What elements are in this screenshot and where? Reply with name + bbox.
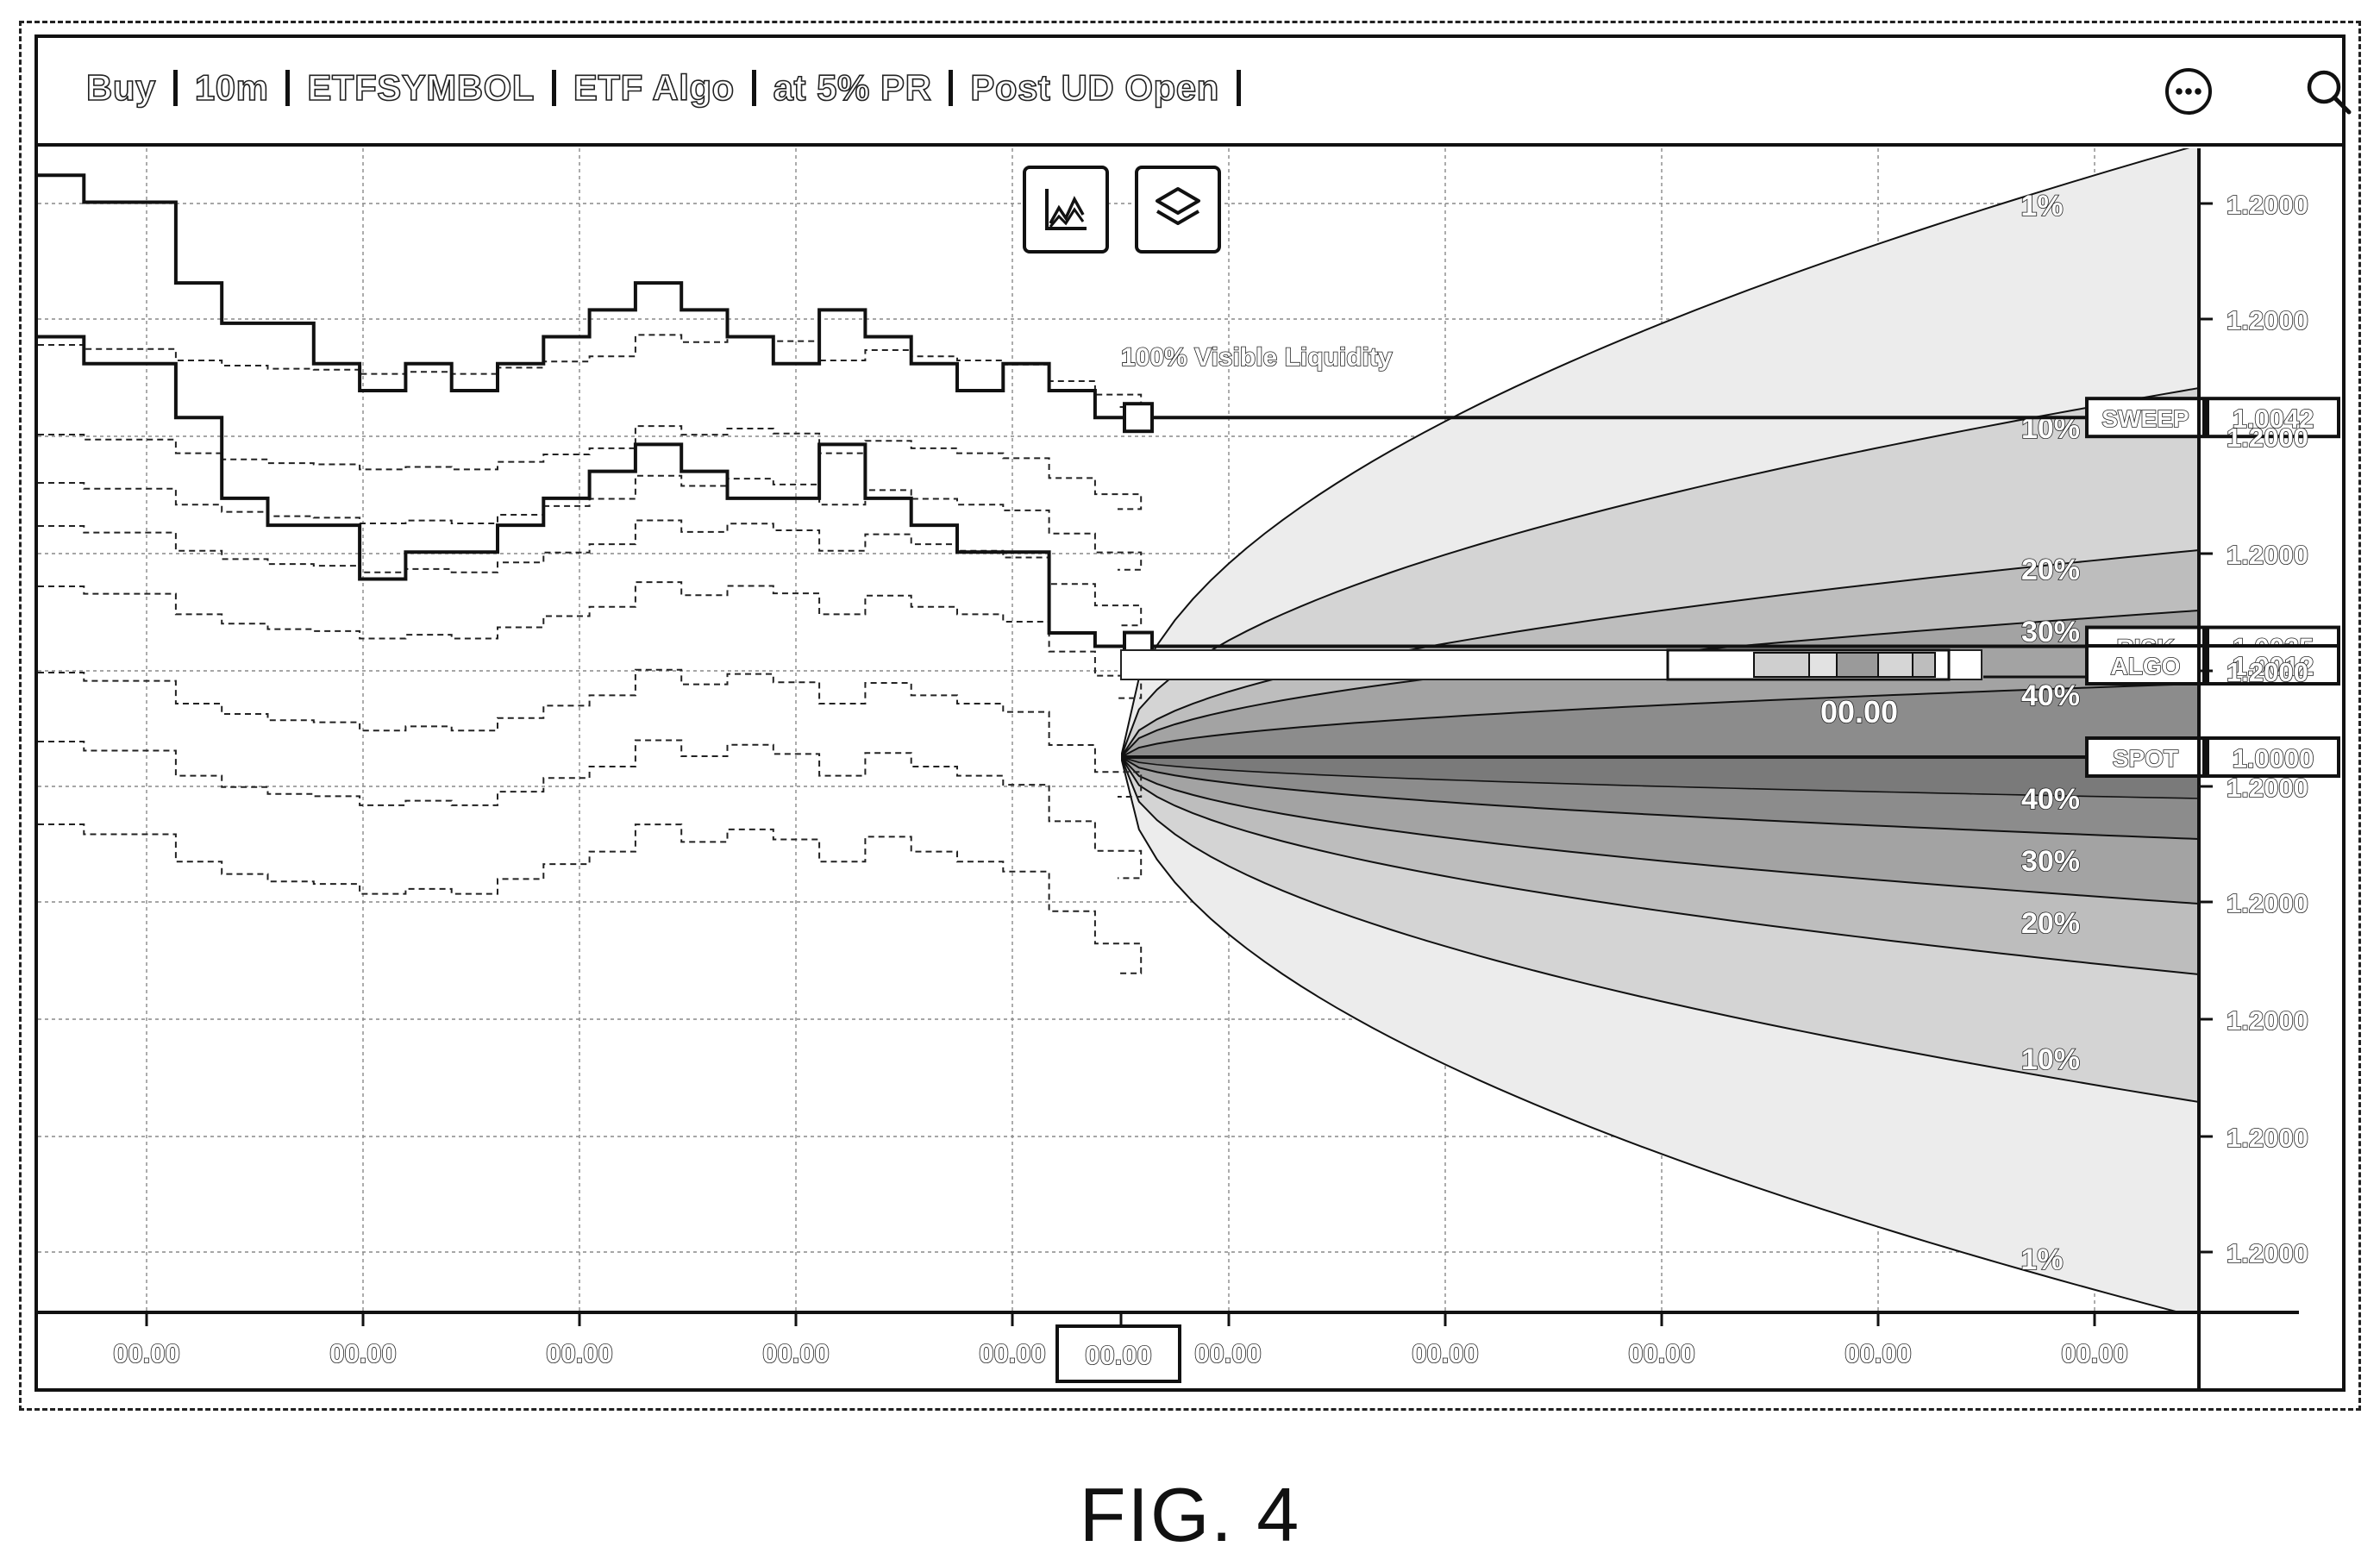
- marker-tag: SPOT: [2113, 745, 2178, 772]
- scenario-path: [38, 334, 1143, 408]
- x-tick-label: 00.00: [329, 1338, 397, 1368]
- layers-icon: [1156, 187, 1200, 225]
- algo-fill-segment: [1912, 652, 1936, 678]
- x-tick-label: 00.00: [762, 1338, 830, 1368]
- scenario-path: [38, 739, 1143, 880]
- more-icon: [2165, 68, 2212, 115]
- scenario-path: [38, 668, 1143, 798]
- y-tick-label: 1.2000: [2227, 540, 2308, 570]
- y-tick-label: 1.2000: [2227, 773, 2308, 803]
- marker-square: [1123, 402, 1154, 434]
- visible-liquidity-annotation: 100% Visible Liquidity: [1121, 343, 1393, 372]
- y-tick-label: 1.2000: [2227, 305, 2308, 335]
- x-tick-label: 00.00: [546, 1338, 613, 1368]
- x-tick-label: 00.00: [1845, 1338, 1912, 1368]
- marker-value: 1.0000: [2233, 743, 2314, 773]
- x-tick-label: 00.00: [979, 1338, 1046, 1368]
- algo-fill-segment: [1753, 652, 1810, 678]
- risk-price-series: [38, 335, 1142, 648]
- axes: 1.2000 1.2000 1.2000 1.2000 1.2000 1.2000 1.20…: [38, 148, 2309, 1392]
- algo-fill-segment: [1877, 652, 1913, 678]
- symbol-selector[interactable]: ETFSYMBOL: [307, 66, 536, 109]
- x-tick-label: 00.00: [1628, 1338, 1695, 1368]
- participation-selector[interactable]: at 5% PR: [773, 66, 932, 109]
- cone-upper-label: 1%: [2020, 190, 2063, 222]
- scenario-path: [38, 425, 1143, 510]
- sweep-price-series: [38, 173, 1142, 420]
- marker-tag: ALGO: [2111, 653, 2181, 679]
- y-tick-label: 1.2000: [2227, 1238, 2308, 1268]
- figure-border: [19, 21, 2361, 1411]
- price-markers: 100% Visible LiquiditySWEEP1.0042RISK1.0…: [1120, 342, 2340, 778]
- scenario-path: [38, 581, 1143, 699]
- marker-tag: SWEEP: [2101, 405, 2189, 432]
- y-tick-label: 1.2000: [2227, 1005, 2308, 1036]
- scenario-paths: [38, 334, 1143, 974]
- marker-value-box: [2206, 736, 2340, 778]
- liquidity-cone: 1%10%20%30%40%40%30%20%10%1%: [1121, 148, 2199, 1311]
- line-chart-icon: [1045, 189, 1087, 230]
- toolbar-divider: [1236, 70, 1241, 106]
- cone-upper-label: 40%: [2021, 679, 2080, 712]
- duration-selector[interactable]: 10m: [194, 66, 269, 109]
- current-time-box: [1055, 1324, 1181, 1383]
- toolbar-divider: [551, 70, 556, 106]
- order-toolbar: Buy 10m ETFSYMBOL ETF Algo at 5% PR Post…: [38, 38, 2352, 147]
- y-tick-label: 1.2000: [2227, 657, 2308, 687]
- marker-tag-box: [2085, 644, 2206, 686]
- start-time-selector[interactable]: Post UD Open: [970, 66, 1219, 109]
- toolbar-divider: [949, 70, 954, 106]
- x-tick-label: 00.00: [1412, 1338, 1479, 1368]
- toolbar-divider: [172, 70, 178, 106]
- layers-button[interactable]: [1135, 166, 1221, 254]
- more-options-button[interactable]: [2159, 62, 2218, 121]
- algo-fill-segment: [1808, 652, 1838, 678]
- toolbar-divider: [751, 70, 756, 106]
- toolbar-divider: [285, 70, 291, 106]
- y-tick-label: 1.2000: [2227, 888, 2308, 918]
- side-selector[interactable]: Buy: [85, 66, 156, 109]
- x-tick-label: 00.00: [1194, 1338, 1262, 1368]
- cone-lower-label: 1%: [2020, 1243, 2063, 1276]
- marker-tag-box: [2085, 736, 2206, 778]
- cone-lower-label: 20%: [2021, 907, 2080, 940]
- scenario-path: [38, 519, 1143, 627]
- marker-value: 1.0042: [2233, 404, 2314, 434]
- y-tick-label: 1.2000: [2227, 423, 2308, 453]
- search-icon: [2307, 70, 2352, 115]
- scenario-path: [38, 823, 1143, 974]
- algo-fill-segment: [1836, 652, 1879, 678]
- order-summary: Buy 10m ETFSYMBOL ETF Algo at 5% PR Post…: [83, 66, 1255, 109]
- x-tick-label: 00.00: [113, 1338, 180, 1368]
- marker-value-box: [2206, 644, 2340, 686]
- y-tick-label: 1.2000: [2227, 1123, 2308, 1153]
- figure-caption: FIG. 4: [1079, 1472, 1301, 1557]
- marker-value: 1.0012: [2233, 651, 2314, 681]
- x-tick-label: 00.00: [2061, 1338, 2128, 1368]
- y-tick-label: 1.2000: [2227, 190, 2308, 220]
- price-chart: 1%10%20%30%40%40%30%20%10%1% 100% Visibl…: [38, 148, 2340, 1392]
- cone-upper-label: 20%: [2021, 554, 2080, 586]
- marker-value-box: [2206, 397, 2340, 439]
- current-time-label: 00.00: [1085, 1340, 1152, 1370]
- price-series: [38, 173, 1142, 648]
- cone-lower-label: 10%: [2021, 1043, 2080, 1076]
- marker-tag-box: [2085, 397, 2206, 439]
- algo-selector[interactable]: ETF Algo: [573, 66, 735, 109]
- cone-lower-label: 40%: [2021, 783, 2080, 816]
- scenario-path-group: [38, 334, 1143, 974]
- cone-bands: [1121, 148, 2199, 1311]
- cone-lower-label: 30%: [2021, 845, 2080, 878]
- algo-time-label: 00.00: [1820, 694, 1898, 729]
- search-button[interactable]: [2299, 62, 2358, 121]
- chart-mode-button[interactable]: [1023, 166, 1109, 254]
- cone-upper-label: 30%: [2021, 616, 2080, 648]
